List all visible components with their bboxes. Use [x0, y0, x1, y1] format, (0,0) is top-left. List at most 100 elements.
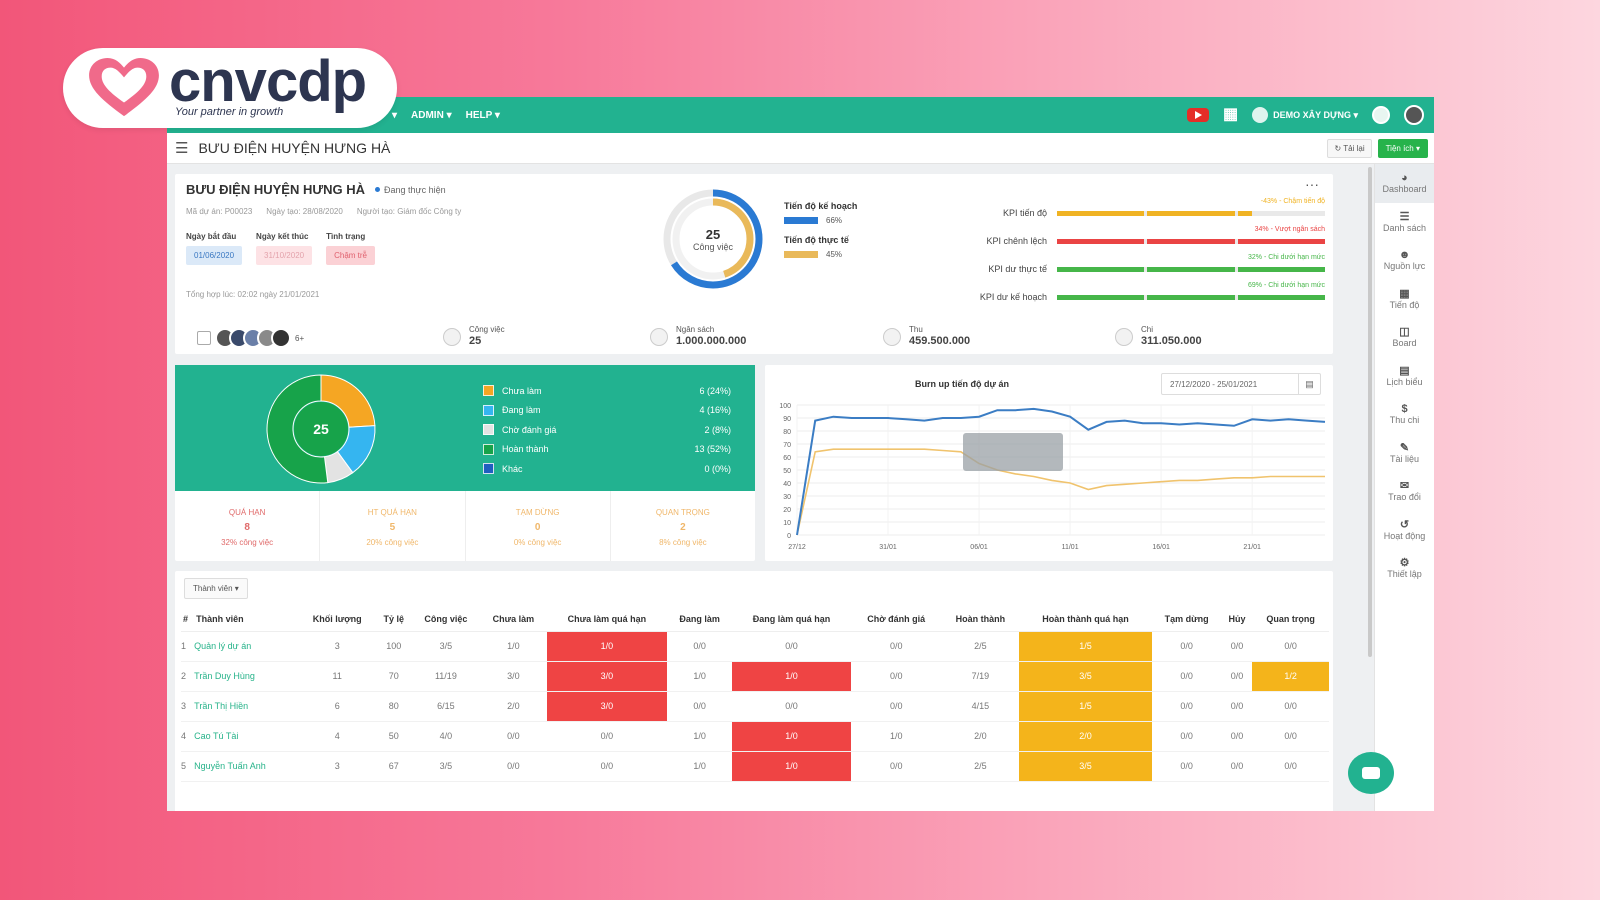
- sidebar-item-list[interactable]: ☰ Danh sách: [1382, 210, 1427, 233]
- table-cell: 3: [181, 691, 195, 722]
- chat-button[interactable]: [1348, 752, 1394, 794]
- column-header[interactable]: Chờ đánh giá: [851, 607, 942, 632]
- member-name-link[interactable]: Trần Thị Hiền: [194, 691, 299, 722]
- legend-value: 0 (0%): [704, 463, 731, 474]
- table-cell: 3/0: [546, 691, 668, 722]
- document-icon: [443, 327, 461, 346]
- column-header[interactable]: Hoàn thành quá hạn: [1019, 607, 1152, 632]
- sidebar-item-progress[interactable]: ▦ Tiến độ: [1389, 287, 1420, 310]
- column-header[interactable]: Hoàn thành: [941, 607, 1020, 632]
- column-header[interactable]: #: [181, 607, 195, 632]
- column-header[interactable]: Chưa làm: [480, 607, 547, 632]
- nav-menu-help[interactable]: HELP ▾: [465, 109, 500, 121]
- calendar-icon[interactable]: ▤: [1298, 374, 1320, 394]
- stat-expense: Chi 311.050.000: [1115, 325, 1202, 348]
- task-footer-stat[interactable]: TẠM DỪNG 0 0% công việc: [466, 491, 611, 561]
- member-avatars[interactable]: 6+: [197, 328, 304, 348]
- table-row[interactable]: 2 Trần Duy Hùng 11 70 11/19 3/0 3/0 1/0 1/0 0/0 7/…: [181, 661, 1329, 692]
- chat-icon: ✉: [1399, 480, 1410, 493]
- table-row[interactable]: 4 Cao Tú Tài 4 50 4/0 0/0 0/0 1/0 1/0 1/0 2/0 2/0 0/…: [181, 721, 1329, 752]
- project-switcher[interactable]: DEMO XÂY DỰNG ▾: [1252, 107, 1358, 123]
- sidebar-item-documents[interactable]: ✎ Tài liệu: [1389, 441, 1419, 464]
- more-icon[interactable]: ···: [1305, 176, 1319, 192]
- member-name-link[interactable]: Cao Tú Tài: [194, 721, 299, 752]
- member-filter-button[interactable]: Thành viên ▾: [184, 578, 248, 599]
- sidebar-item-discussion[interactable]: ✉ Trao đổi: [1388, 480, 1421, 503]
- table-cell: 1/0: [546, 631, 668, 662]
- scrollbar[interactable]: [1368, 167, 1372, 657]
- table-row[interactable]: 3 Trần Thị Hiền 6 80 6/15 2/0 3/0 0/0 0/0 0/0 4/15…: [181, 691, 1329, 722]
- reload-button[interactable]: ↻ Tải lại: [1327, 138, 1372, 158]
- column-header[interactable]: Chưa làm quá hạn: [546, 607, 668, 632]
- legend-item[interactable]: Chờ đánh giá 2 (8%): [483, 420, 731, 440]
- progress-legend: Tiến độ kế hoạch 66% Tiến độ thực tế 45%: [784, 201, 857, 269]
- column-header[interactable]: Quan trọng: [1252, 607, 1329, 632]
- sidebar-item-calendar[interactable]: ▤ Lịch biểu: [1386, 364, 1423, 387]
- footer-label: QUAN TRỌNG: [655, 508, 710, 517]
- legend-item[interactable]: Hoàn thành 13 (52%): [483, 440, 731, 460]
- table-row[interactable]: 5 Nguyễn Tuấn Anh 3 67 3/5 0/0 0/0 1/0 1/0 0/0 2/5…: [181, 751, 1329, 782]
- legend-item[interactable]: Khác 0 (0%): [483, 459, 731, 479]
- plan-pct: 66%: [826, 216, 843, 225]
- brand-tagline: Your partner in growth: [175, 105, 284, 118]
- table-cell: 0/0: [851, 691, 942, 722]
- legend-item[interactable]: Đang làm 4 (16%): [483, 401, 731, 421]
- table-cell: 4: [181, 721, 195, 752]
- column-header[interactable]: Công việc: [411, 607, 481, 632]
- stat-tasks: Công việc 25: [443, 325, 505, 348]
- globe-icon[interactable]: [1372, 106, 1390, 124]
- nav-menu-1[interactable]: ▾: [392, 109, 398, 121]
- member-name-link[interactable]: Trần Duy Hùng: [194, 661, 299, 692]
- sidebar-item-finance[interactable]: $ Thu chi: [1389, 403, 1420, 426]
- x-tick-label: 11/01: [1062, 544, 1079, 551]
- kpi-bar-segment: [1147, 210, 1235, 216]
- footer-sub: 20% công việc: [366, 538, 419, 547]
- youtube-icon[interactable]: [1187, 108, 1210, 122]
- column-header[interactable]: Thành viên: [194, 607, 299, 632]
- legend-item[interactable]: Chưa làm 6 (24%): [483, 381, 731, 401]
- table-cell: 0/0: [851, 751, 942, 782]
- column-header[interactable]: Đang làm quá hạn: [732, 607, 852, 632]
- end-date-label: Ngày kết thúc: [256, 232, 309, 241]
- member-name-link[interactable]: Quản lý dự án: [194, 631, 299, 662]
- y-tick-label: 100: [779, 403, 791, 410]
- table-cell: 0/0: [1221, 661, 1253, 692]
- table-cell: 2/0: [1019, 721, 1152, 752]
- task-summary-card: 25 Chưa làm 6 (24%) Đang làm 4 (16%) Chờ đán…: [175, 365, 755, 561]
- table-row[interactable]: 1 Quản lý dự án 3 100 3/5 1/0 1/0 0/0 0/0 0/0 2/5 1…: [181, 631, 1329, 662]
- table-cell: 1/0: [480, 631, 547, 662]
- sidebar-item-activity[interactable]: ↺ Hoạt động: [1383, 518, 1426, 541]
- sidebar-item-dashboard[interactable]: ◕ Dashboard: [1375, 164, 1434, 203]
- expense-icon: [1115, 327, 1133, 346]
- footer-sub: 32% công việc: [221, 538, 274, 547]
- start-date: 01/06/2020: [186, 246, 243, 265]
- menu-icon[interactable]: ☰: [175, 140, 189, 157]
- kpi-list: KPI tiến độ -43% - Chậm tiến độ KPI chênh…: [965, 198, 1325, 311]
- task-footer-stat[interactable]: QUÁ HẠN 8 32% công việc: [175, 491, 321, 561]
- pie-slice[interactable]: [266, 374, 329, 484]
- sidebar-item-board[interactable]: ◫ Board: [1392, 326, 1417, 349]
- utility-button[interactable]: Tiện ích ▾: [1377, 138, 1428, 158]
- heart-logo-icon: [89, 57, 159, 117]
- column-header[interactable]: Hủy: [1221, 607, 1253, 632]
- sidebar-item-settings[interactable]: ⚙ Thiết lập: [1387, 557, 1422, 580]
- column-header[interactable]: Đang làm: [667, 607, 733, 632]
- project-info-card: ··· BƯU ĐIỆN HUYỆN HƯNG HÀ Đang thực hiện…: [175, 174, 1333, 354]
- member-name-link[interactable]: Nguyễn Tuấn Anh: [194, 751, 299, 782]
- user-avatar-icon[interactable]: [1404, 105, 1424, 125]
- nav-menu-admin[interactable]: ADMIN ▾: [411, 109, 452, 121]
- apps-grid-icon[interactable]: ▦: [1223, 106, 1239, 123]
- project-status: Đang thực hiện: [375, 185, 446, 195]
- date-range-input[interactable]: 27/12/2020 - 25/01/2021 ▤: [1161, 373, 1321, 395]
- footer-sub: 0% công việc: [513, 538, 562, 547]
- column-header[interactable]: Khối lượng: [298, 607, 376, 632]
- kpi-track: 32% - Chi dưới hạn mức: [1057, 254, 1325, 272]
- task-footer-stat[interactable]: QUAN TRỌNG 2 8% công việc: [611, 491, 755, 561]
- end-date: 31/10/2020: [256, 246, 313, 265]
- task-footer-stat[interactable]: HT QUÁ HẠN 5 20% công việc: [320, 491, 466, 561]
- legend-label: Khác: [502, 463, 523, 474]
- chart-tooltip: [963, 433, 1063, 471]
- column-header[interactable]: Tỷ lệ: [375, 607, 412, 632]
- sidebar-item-resources[interactable]: ☻ Nguồn lực: [1383, 249, 1426, 272]
- column-header[interactable]: Tạm dừng: [1151, 607, 1222, 632]
